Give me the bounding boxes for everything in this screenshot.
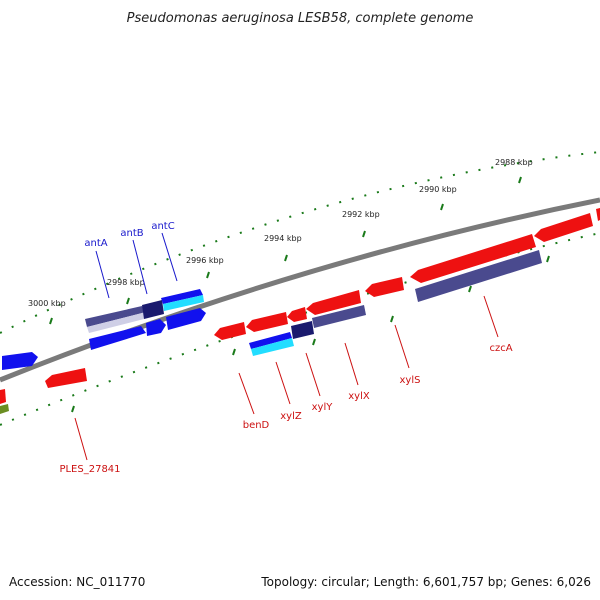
gene-arrow [87,312,148,333]
gene-label-antA: antA [84,238,107,249]
gene-arrow [410,234,536,283]
gene-arrow [0,389,6,404]
gene-arrow [312,305,366,328]
gene-arrow [146,319,166,336]
tick-label-2994: 2994 kbp [264,234,302,243]
gene-arrow [251,338,294,356]
gene-arrow [596,208,600,221]
gene-arrow [365,277,404,297]
minus-leader-lines [74,295,499,461]
tick-label-2988: 2988 kbp [495,158,533,167]
gene-arrow [45,368,87,388]
tick-label-2998: 2998 kbp [107,278,145,287]
gene-arrow [142,300,164,319]
tick-label-2990: 2990 kbp [419,185,457,194]
genome-summary-text: Topology: circular; Length: 6,601,757 bp… [260,575,591,589]
gene-label-PLES_27841: PLES_27841 [59,464,120,475]
gene-label-xylX: xylX [348,391,370,402]
gene-arrow [249,332,292,349]
gene-arrow [214,322,246,340]
gene-arrow [287,307,307,322]
gene-label-benD: benD [243,420,270,431]
gene-arrow [161,289,203,304]
gene-arrow [291,321,314,339]
gene-label-czcA: czcA [489,343,512,354]
inner-tick-track [0,232,600,426]
tick-label-2996: 2996 kbp [186,256,224,265]
gene-arrow [415,250,542,302]
gene-arrow [166,308,206,330]
gene-arrow [0,404,9,414]
gene-arrow [163,295,204,311]
tick-label-3000: 3000 kbp [28,299,66,308]
accession-text: Accession: NC_011770 [9,575,145,589]
gene-label-antC: antC [151,221,174,232]
gene-arrow [534,213,593,242]
genome-backbone [0,197,600,383]
gene-arrow [85,306,146,327]
tick-label-2992: 2992 kbp [342,210,380,219]
map-title: Pseudomonas aeruginosa LESB58, complete … [127,11,474,26]
gene-arrow [306,290,361,315]
plus-leader-lines [95,232,178,299]
gene-arrow [246,312,288,332]
gene-arrow [2,352,38,370]
gene-label-xylY: xylY [312,402,334,413]
minus-strand-genes [0,208,600,414]
gene-arrow [89,326,146,350]
major-ticks [49,176,550,413]
plus-strand-genes [2,289,206,370]
gene-label-xylZ: xylZ [280,411,302,422]
gene-label-antB: antB [120,228,143,239]
gene-label-xylS: xylS [400,375,421,386]
